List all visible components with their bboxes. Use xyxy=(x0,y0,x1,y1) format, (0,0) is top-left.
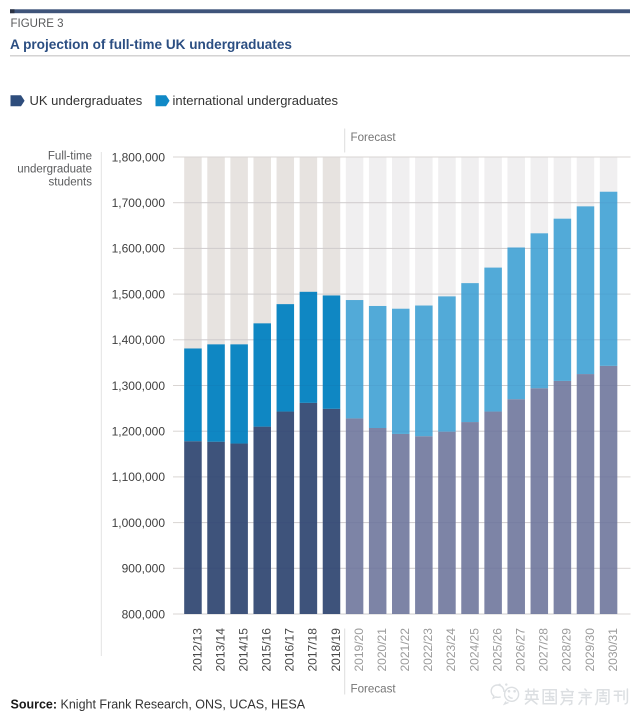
svg-text:Source: Knight Frank Research,: Source: Knight Frank Research, ONS, UCAS… xyxy=(11,698,306,712)
svg-text:2015/16: 2015/16 xyxy=(260,628,274,672)
svg-text:2024/25: 2024/25 xyxy=(467,628,481,672)
svg-text:undergraduate: undergraduate xyxy=(17,164,92,176)
svg-text:2017/18: 2017/18 xyxy=(306,628,320,672)
svg-text:2028/29: 2028/29 xyxy=(560,628,574,672)
svg-text:2027/28: 2027/28 xyxy=(537,628,551,672)
svg-text:1,000,000: 1,000,000 xyxy=(112,516,166,530)
svg-text:Forecast: Forecast xyxy=(351,683,397,696)
svg-text:800,000: 800,000 xyxy=(122,607,166,621)
svg-text:2014/15: 2014/15 xyxy=(236,628,250,672)
svg-text:Full-time: Full-time xyxy=(48,151,92,163)
svg-text:2012/13: 2012/13 xyxy=(190,628,204,672)
svg-text:UK undergraduates: UK undergraduates xyxy=(30,93,143,108)
svg-text:1,400,000: 1,400,000 xyxy=(112,333,166,347)
svg-text:1,300,000: 1,300,000 xyxy=(112,379,166,393)
svg-text:2023/24: 2023/24 xyxy=(444,628,458,672)
svg-text:international undergraduates: international undergraduates xyxy=(173,93,339,108)
svg-text:2016/17: 2016/17 xyxy=(283,628,297,672)
svg-text:1,100,000: 1,100,000 xyxy=(112,470,166,484)
svg-text:A projection of full-time UK u: A projection of full-time UK undergradua… xyxy=(10,37,292,52)
svg-text:1,500,000: 1,500,000 xyxy=(112,287,166,301)
svg-text:2013/14: 2013/14 xyxy=(213,628,227,672)
svg-text:2018/19: 2018/19 xyxy=(329,628,343,672)
svg-text:2019/20: 2019/20 xyxy=(352,628,366,672)
svg-text:2025/26: 2025/26 xyxy=(490,628,504,672)
svg-text:2026/27: 2026/27 xyxy=(514,628,528,672)
svg-text:FIGURE 3: FIGURE 3 xyxy=(11,18,64,30)
svg-text:900,000: 900,000 xyxy=(122,562,166,576)
svg-text:1,700,000: 1,700,000 xyxy=(112,196,166,210)
svg-text:2020/21: 2020/21 xyxy=(375,628,389,672)
svg-text:2021/22: 2021/22 xyxy=(398,628,412,672)
svg-text:students: students xyxy=(49,177,93,189)
svg-text:Forecast: Forecast xyxy=(351,131,397,144)
svg-text:1,600,000: 1,600,000 xyxy=(112,242,166,256)
svg-text:2022/23: 2022/23 xyxy=(421,628,435,672)
svg-text:2030/31: 2030/31 xyxy=(606,628,620,672)
svg-text:1,200,000: 1,200,000 xyxy=(112,425,166,439)
svg-text:1,800,000: 1,800,000 xyxy=(112,150,166,164)
svg-text:2029/30: 2029/30 xyxy=(583,628,597,672)
